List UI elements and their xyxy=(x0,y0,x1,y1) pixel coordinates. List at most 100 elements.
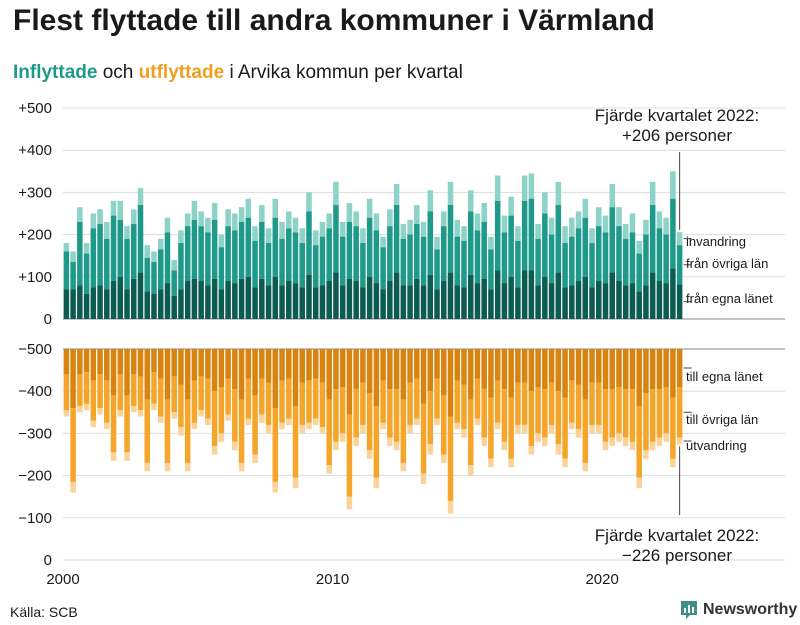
bar-outflow-egna-lanet xyxy=(629,349,636,390)
bar-inflow-ovriga-lan xyxy=(306,211,312,275)
bar-outflow-egna-lanet xyxy=(636,349,642,406)
y-tick-label-bottom: −200 xyxy=(18,468,52,485)
bar-outflow-ovriga-lan xyxy=(481,389,487,438)
bar-outflow-egna-lanet xyxy=(238,349,245,400)
bar-inflow-invandring xyxy=(622,224,629,239)
bar-inflow-ovriga-lan xyxy=(569,236,575,286)
bar-outflow-utvandring xyxy=(467,465,474,476)
bar-outflow-utvandring xyxy=(70,481,76,493)
bar-outflow-egna-lanet xyxy=(508,349,514,398)
bar-inflow-ovriga-lan xyxy=(77,221,83,286)
bar-inflow-egna-lanet xyxy=(205,285,211,319)
bar-outflow-ovriga-lan xyxy=(285,378,292,419)
legend-label-outflow: till egna länet xyxy=(686,369,763,384)
bar-outflow-utvandring xyxy=(63,410,70,417)
bar-outflow-ovriga-lan xyxy=(548,382,555,425)
bar-outflow-utvandring xyxy=(265,424,272,434)
bar-outflow-utvandring xyxy=(380,422,386,430)
bar-inflow-ovriga-lan xyxy=(643,234,649,286)
bar-inflow-invandring xyxy=(225,209,231,227)
bar-inflow-ovriga-lan xyxy=(252,240,258,288)
bar-inflow-ovriga-lan xyxy=(387,226,393,282)
bar-outflow-egna-lanet xyxy=(205,349,211,379)
bar-outflow-ovriga-lan xyxy=(501,389,508,442)
bar-outflow-ovriga-lan xyxy=(528,391,535,447)
bar-inflow-ovriga-lan xyxy=(467,211,474,275)
bar-outflow-utvandring xyxy=(387,437,393,447)
bar-outflow-ovriga-lan xyxy=(205,378,211,419)
bar-outflow-egna-lanet xyxy=(387,349,393,390)
bar-outflow-egna-lanet xyxy=(164,349,171,400)
y-tick-label-top: +400 xyxy=(18,142,52,159)
bar-inflow-ovriga-lan xyxy=(602,232,609,284)
bar-outflow-ovriga-lan xyxy=(360,382,366,425)
bar-inflow-egna-lanet xyxy=(77,285,83,319)
bar-outflow-egna-lanet xyxy=(83,349,90,373)
bar-outflow-egna-lanet xyxy=(595,349,602,383)
bar-inflow-egna-lanet xyxy=(542,276,548,319)
bar-outflow-ovriga-lan xyxy=(494,380,501,423)
bar-inflow-invandring xyxy=(319,221,326,237)
bar-outflow-ovriga-lan xyxy=(420,403,427,474)
bar-inflow-egna-lanet xyxy=(353,281,359,319)
bar-inflow-ovriga-lan xyxy=(178,243,184,290)
bar-inflow-egna-lanet xyxy=(63,289,70,319)
bar-outflow-utvandring xyxy=(481,437,487,447)
subtitle-and-word: och xyxy=(102,62,134,83)
bar-inflow-ovriga-lan xyxy=(124,238,130,290)
bar-outflow-utvandring xyxy=(649,441,656,451)
bar-inflow-ovriga-lan xyxy=(218,247,225,290)
bar-outflow-ovriga-lan xyxy=(474,378,481,419)
bar-outflow-egna-lanet xyxy=(414,349,420,379)
bar-outflow-ovriga-lan xyxy=(562,397,568,459)
bar-inflow-egna-lanet xyxy=(232,283,238,319)
bar-outflow-utvandring xyxy=(353,437,359,447)
bar-inflow-invandring xyxy=(83,243,90,254)
bar-inflow-egna-lanet xyxy=(333,272,339,319)
y-tick-label-top: +100 xyxy=(18,269,52,286)
bar-inflow-egna-lanet xyxy=(110,281,117,319)
bar-outflow-egna-lanet xyxy=(137,349,144,377)
bar-outflow-ovriga-lan xyxy=(326,399,332,466)
y-tick-label-top: 0 xyxy=(44,311,52,328)
bar-outflow-ovriga-lan xyxy=(643,393,649,451)
bar-outflow-utvandring xyxy=(299,424,306,434)
bar-outflow-ovriga-lan xyxy=(366,393,373,451)
bar-inflow-invandring xyxy=(184,213,191,227)
bar-outflow-utvandring xyxy=(474,418,481,425)
bar-outflow-egna-lanet xyxy=(285,349,292,379)
bar-inflow-ovriga-lan xyxy=(515,240,521,288)
bar-outflow-utvandring xyxy=(555,443,562,455)
bar-inflow-ovriga-lan xyxy=(137,205,144,273)
bar-inflow-egna-lanet xyxy=(636,291,642,319)
bar-outflow-egna-lanet xyxy=(663,349,669,387)
bar-inflow-ovriga-lan xyxy=(171,270,177,296)
bar-outflow-utvandring xyxy=(535,433,541,442)
bar-inflow-ovriga-lan xyxy=(279,238,285,286)
bar-outflow-egna-lanet xyxy=(474,349,481,379)
bar-outflow-egna-lanet xyxy=(245,349,252,379)
bar-outflow-utvandring xyxy=(663,433,669,442)
bar-inflow-egna-lanet xyxy=(643,285,649,319)
bar-outflow-utvandring xyxy=(211,446,218,455)
bar-outflow-egna-lanet xyxy=(555,349,562,392)
bar-outflow-utvandring xyxy=(602,441,609,451)
bar-inflow-ovriga-lan xyxy=(407,234,413,286)
chart-subtitle: Inflyttade och utflyttade i Arvika kommu… xyxy=(13,62,463,84)
annotation-bottom-line2: −226 personer xyxy=(622,546,732,565)
bar-inflow-egna-lanet xyxy=(319,285,326,319)
bar-inflow-ovriga-lan xyxy=(461,240,467,288)
bar-inflow-egna-lanet xyxy=(602,283,609,319)
bar-outflow-egna-lanet xyxy=(521,349,528,383)
bar-outflow-utvandring xyxy=(676,437,683,445)
bar-outflow-utvandring xyxy=(97,408,103,415)
bar-inflow-egna-lanet xyxy=(117,276,124,319)
bar-outflow-egna-lanet xyxy=(77,349,83,375)
bar-inflow-ovriga-lan xyxy=(238,221,245,279)
bar-outflow-utvandring xyxy=(562,458,568,468)
bar-outflow-egna-lanet xyxy=(461,349,467,385)
y-tick-label-bottom: −500 xyxy=(18,341,52,358)
bar-outflow-utvandring xyxy=(225,414,231,421)
bar-inflow-invandring xyxy=(90,213,97,229)
bar-outflow-ovriga-lan xyxy=(211,391,218,447)
